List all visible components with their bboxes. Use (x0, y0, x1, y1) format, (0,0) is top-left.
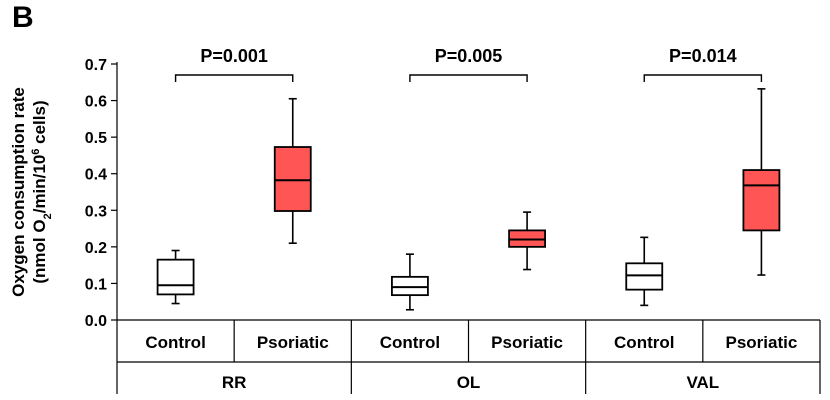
group-label: RR (222, 373, 247, 392)
y-axis-label-part: /min/10 (30, 155, 49, 214)
y-axis-label-part: 6 (30, 149, 42, 155)
category-label: Control (380, 333, 440, 352)
significance-bracket (409, 74, 528, 82)
y-axis-label-line2: (nmol O2/min/106 cells) (30, 100, 54, 283)
chart-marks: P=0.001 P=0.005 P=0.014 (156, 46, 781, 311)
category-label: Control (614, 333, 674, 352)
box (625, 262, 664, 291)
y-tick-label: 0.7 (85, 57, 107, 74)
p-value-label: P=0.005 (435, 46, 503, 66)
box (391, 275, 429, 297)
category-label: Psoriatic (726, 333, 798, 352)
y-axis-label-part: cells) (30, 100, 49, 148)
significance-bracket (643, 74, 763, 82)
category-label: Psoriatic (257, 333, 329, 352)
panel-label: B (12, 1, 34, 34)
category-label: Control (145, 333, 205, 352)
y-tick-label: 0.0 (85, 313, 107, 330)
group-label: OL (457, 373, 481, 392)
category-label: Psoriatic (491, 333, 563, 352)
y-axis-label-part: 2 (42, 213, 54, 219)
y-tick-label: 0.6 (85, 94, 107, 111)
y-tick-label: 0.5 (85, 130, 107, 147)
p-value-label: P=0.001 (200, 46, 268, 66)
y-tick-label: 0.1 (85, 276, 107, 293)
significance-bracket (174, 74, 294, 82)
p-value-label: P=0.014 (669, 46, 737, 66)
y-axis-label-line1: Oxygen consumption rate (9, 87, 28, 297)
y-tick-label: 0.2 (85, 240, 107, 257)
y-tick-label: 0.4 (85, 167, 107, 184)
axes: 0.0 0.1 0.2 0.3 0.4 0.5 0.6 0.7 RR Control Psoriat… (85, 57, 821, 394)
y-axis-label-part: (nmol O (30, 219, 49, 283)
box (273, 146, 312, 212)
group-label: VAL (686, 373, 719, 392)
box (156, 258, 195, 296)
y-axis-label: Oxygen consumption rate (nmol O2/min/106… (9, 87, 54, 297)
y-tick-label: 0.3 (85, 203, 107, 220)
box (742, 169, 781, 232)
